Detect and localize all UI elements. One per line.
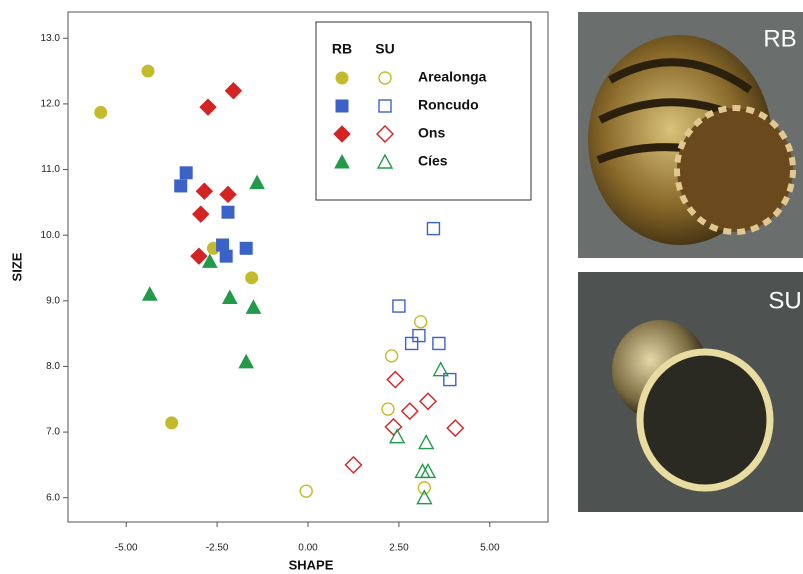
point [217,239,229,251]
x-axis-title: SHAPE [289,557,334,572]
x-tick-label: 2.50 [389,543,409,554]
point [222,206,234,218]
x-tick-label: -5.00 [115,543,138,554]
y-axis-title: SIZE [9,252,24,281]
legend-label: Roncudo [418,97,479,113]
point [142,65,154,77]
legend-column: RB [332,41,352,57]
point [336,72,348,84]
legend-label: Ons [418,125,445,141]
point [220,250,232,262]
point [95,106,107,118]
y-tick-label: 7.0 [46,427,60,438]
photo-label: RB [763,25,796,52]
photo-label: SU [768,287,801,314]
y-tick-label: 8.0 [46,361,60,372]
x-tick-label: -2.50 [206,543,229,554]
point [180,167,192,179]
figure: SHAPE SIZE RB SU RB SU -5.00 -2.50 0.00 2.5… [0,0,803,574]
point [336,100,348,112]
y-tick-label: 12.0 [41,99,61,110]
photo-su: SU [578,272,803,512]
x-tick-label: 5.00 [480,543,500,554]
x-tick-label: 0.00 [298,543,318,554]
legend-column: SU [375,41,394,57]
point [246,272,258,284]
point [175,180,187,192]
y-tick-label: 6.0 [46,492,60,503]
photo-rb: RB [578,12,803,258]
point [240,242,252,254]
legend-label: Arealonga [418,69,487,85]
y-tick-label: 10.0 [41,230,61,241]
legend-label: Cíes [418,153,448,169]
y-tick-label: 13.0 [41,33,61,44]
y-tick-label: 9.0 [46,295,60,306]
y-tick-label: 11.0 [41,164,60,175]
point [166,417,178,429]
